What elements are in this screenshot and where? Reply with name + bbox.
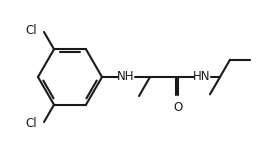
- Text: Cl: Cl: [25, 117, 37, 130]
- Text: NH: NH: [117, 71, 135, 84]
- Text: O: O: [173, 101, 183, 114]
- Text: HN: HN: [193, 71, 211, 84]
- Text: Cl: Cl: [25, 24, 37, 38]
